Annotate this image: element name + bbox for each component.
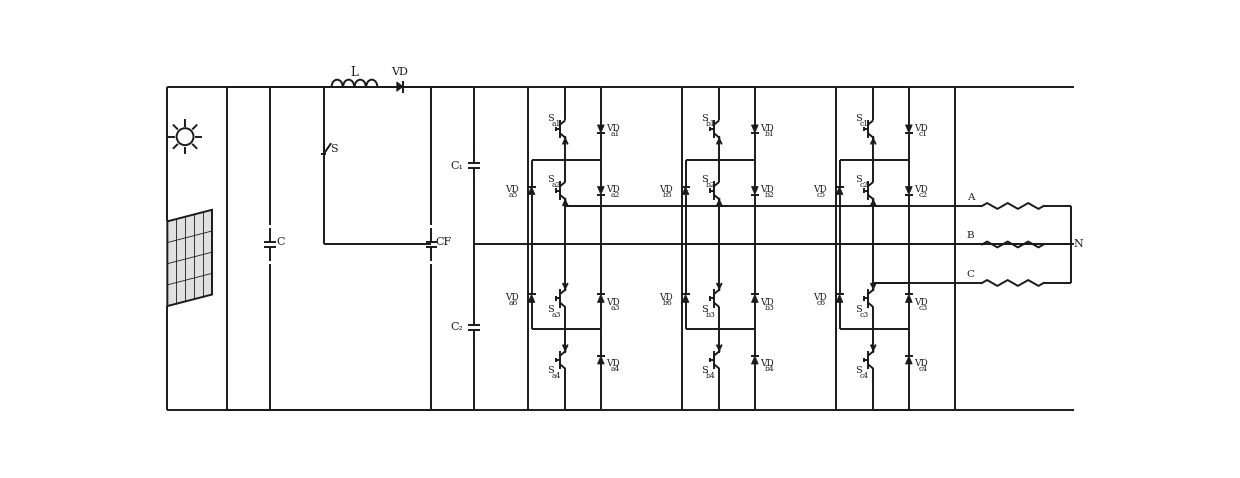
Text: VD: VD xyxy=(658,185,672,194)
Text: S: S xyxy=(701,114,708,123)
Text: C: C xyxy=(277,237,285,247)
Text: c4: c4 xyxy=(859,372,869,380)
Text: S: S xyxy=(701,366,708,375)
Text: VD: VD xyxy=(606,359,620,369)
Text: S: S xyxy=(547,175,554,185)
Polygon shape xyxy=(836,186,843,195)
Text: VD: VD xyxy=(606,185,620,194)
Text: c2: c2 xyxy=(919,191,928,199)
Text: b6: b6 xyxy=(663,299,673,307)
Text: S: S xyxy=(701,304,708,314)
Text: VD: VD xyxy=(914,298,928,307)
Text: S: S xyxy=(547,366,554,375)
Text: C₂: C₂ xyxy=(450,322,464,332)
Text: a1: a1 xyxy=(611,130,620,138)
Text: c5: c5 xyxy=(817,191,826,199)
Text: a4: a4 xyxy=(611,365,620,373)
Polygon shape xyxy=(905,294,913,303)
Text: a5: a5 xyxy=(510,191,518,199)
Text: c2: c2 xyxy=(859,181,869,189)
Text: S: S xyxy=(547,304,554,314)
Text: VD: VD xyxy=(812,185,826,194)
Polygon shape xyxy=(836,294,843,303)
Polygon shape xyxy=(905,356,913,364)
Text: a3: a3 xyxy=(552,311,562,318)
Text: b4: b4 xyxy=(765,365,775,373)
Text: b3: b3 xyxy=(706,311,715,318)
Polygon shape xyxy=(598,186,604,195)
Text: b3: b3 xyxy=(765,304,775,312)
Text: c4: c4 xyxy=(919,365,928,373)
Polygon shape xyxy=(598,294,604,303)
Text: C: C xyxy=(966,270,975,279)
Text: CF: CF xyxy=(435,237,451,247)
Text: VD: VD xyxy=(760,359,774,369)
Text: b2: b2 xyxy=(765,191,775,199)
Polygon shape xyxy=(905,125,913,133)
Text: a3: a3 xyxy=(611,304,620,312)
Text: VD: VD xyxy=(505,185,518,194)
Text: b1: b1 xyxy=(706,120,715,128)
Text: S: S xyxy=(701,175,708,185)
Text: VD: VD xyxy=(606,298,620,307)
Polygon shape xyxy=(751,356,758,364)
Text: S: S xyxy=(330,143,337,153)
Text: VD: VD xyxy=(760,124,774,133)
Text: S: S xyxy=(854,366,862,375)
Polygon shape xyxy=(751,294,758,303)
Polygon shape xyxy=(682,186,689,195)
Text: b1: b1 xyxy=(765,130,775,138)
Text: VD: VD xyxy=(914,359,928,369)
Text: N: N xyxy=(1074,239,1083,250)
Text: S: S xyxy=(854,175,862,185)
Text: VD: VD xyxy=(606,124,620,133)
Polygon shape xyxy=(751,125,758,133)
Text: S: S xyxy=(854,304,862,314)
Text: L: L xyxy=(351,66,358,79)
Polygon shape xyxy=(598,356,604,364)
Text: VD: VD xyxy=(392,67,408,77)
Text: a6: a6 xyxy=(510,299,518,307)
Text: b2: b2 xyxy=(706,181,715,189)
Polygon shape xyxy=(598,125,604,133)
Text: c1: c1 xyxy=(919,130,928,138)
Text: VD: VD xyxy=(914,185,928,194)
Polygon shape xyxy=(682,294,689,303)
Text: S: S xyxy=(854,114,862,123)
Text: a4: a4 xyxy=(552,372,562,380)
Text: S: S xyxy=(547,114,554,123)
Polygon shape xyxy=(528,186,534,195)
Text: B: B xyxy=(967,231,975,240)
Polygon shape xyxy=(905,186,913,195)
Text: c3: c3 xyxy=(919,304,928,312)
Text: c3: c3 xyxy=(859,311,869,318)
Text: b4: b4 xyxy=(706,372,715,380)
Text: VD: VD xyxy=(812,293,826,302)
Polygon shape xyxy=(751,186,758,195)
Polygon shape xyxy=(167,210,212,306)
Text: VD: VD xyxy=(658,293,672,302)
Text: VD: VD xyxy=(760,185,774,194)
Text: a1: a1 xyxy=(552,120,562,128)
Polygon shape xyxy=(528,294,534,303)
Polygon shape xyxy=(397,82,403,91)
Text: A: A xyxy=(967,193,975,202)
Text: c1: c1 xyxy=(859,120,869,128)
Text: a2: a2 xyxy=(552,181,562,189)
Text: c6: c6 xyxy=(817,299,826,307)
Text: a2: a2 xyxy=(611,191,620,199)
Text: C₁: C₁ xyxy=(450,161,464,171)
Text: VD: VD xyxy=(505,293,518,302)
Text: VD: VD xyxy=(914,124,928,133)
Text: b5: b5 xyxy=(663,191,673,199)
Text: VD: VD xyxy=(760,298,774,307)
